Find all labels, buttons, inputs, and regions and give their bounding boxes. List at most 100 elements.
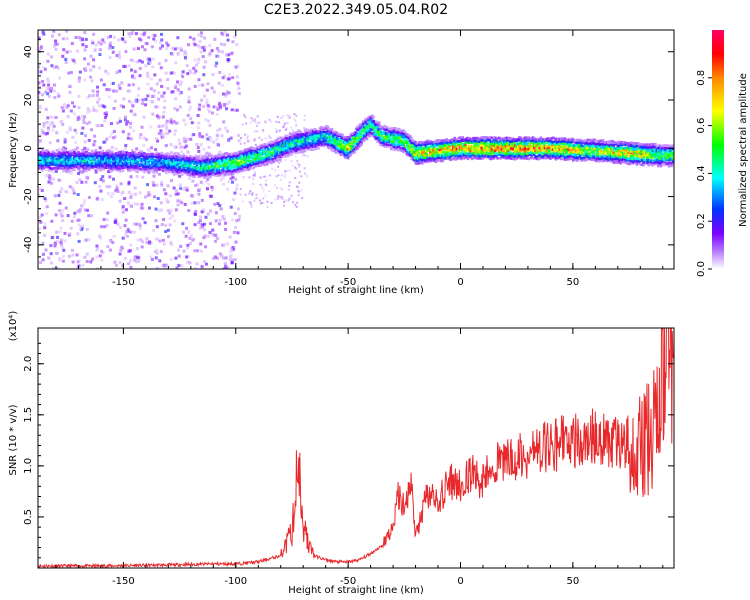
ridge-cell xyxy=(345,156,349,160)
ridge-cell xyxy=(472,136,475,140)
noise-point xyxy=(38,187,42,191)
ridge-cell xyxy=(74,152,78,156)
ridge-cell xyxy=(319,144,323,147)
ridge-cell xyxy=(143,162,146,165)
noise-point xyxy=(82,115,86,119)
noise-point xyxy=(193,249,197,253)
ridge-cell xyxy=(481,157,485,160)
noise-point xyxy=(209,209,213,213)
ridge-cell xyxy=(450,144,454,147)
ridge-cell xyxy=(447,156,451,159)
noise-point xyxy=(221,256,225,260)
ridge-cell xyxy=(167,170,171,174)
ridge-cell xyxy=(218,160,222,163)
ridge-cell xyxy=(516,154,520,157)
ridge-cell xyxy=(353,150,357,154)
ridge-cell xyxy=(209,172,212,176)
ridge-cell xyxy=(562,145,566,149)
ridge-cell xyxy=(193,160,196,164)
ridge-cell xyxy=(460,147,463,150)
ridge-cell xyxy=(567,138,571,142)
ridge-cell xyxy=(199,157,203,161)
ridge-cell xyxy=(319,127,323,131)
noise-point xyxy=(98,146,102,150)
noise-point xyxy=(77,94,81,98)
ridge-cell xyxy=(416,148,420,151)
ridge-cell xyxy=(140,154,144,157)
ridge-cell xyxy=(58,161,61,165)
ridge-cell xyxy=(237,161,241,164)
noise-point xyxy=(198,187,202,191)
ridge-cell xyxy=(67,159,71,162)
ridge-cell xyxy=(570,151,574,154)
ridge-cell xyxy=(353,140,357,144)
noise-point xyxy=(110,82,114,86)
ridge-cell xyxy=(340,150,343,154)
ridge-cell xyxy=(171,155,175,159)
ridge-cell xyxy=(294,151,297,154)
ridge-cell xyxy=(379,141,382,144)
ridge-cell xyxy=(441,152,444,156)
ridge-cell xyxy=(75,161,79,165)
ridge-cell xyxy=(480,149,483,152)
ridge-cell xyxy=(330,128,334,131)
ridge-cell xyxy=(452,144,455,148)
noise-point xyxy=(104,111,108,115)
noise-point xyxy=(208,138,212,142)
noise-point xyxy=(55,230,59,234)
noise-point xyxy=(77,223,81,227)
noise-point xyxy=(83,255,87,259)
noise-point xyxy=(38,215,42,219)
noise-point xyxy=(184,122,188,126)
ridge-cell xyxy=(136,153,140,157)
ridge-cell xyxy=(546,139,549,142)
ridge-cell xyxy=(365,128,369,132)
ridge-cell xyxy=(232,161,235,165)
noise-point xyxy=(264,121,267,124)
ridge-cell xyxy=(503,140,506,143)
noise-point xyxy=(126,136,130,140)
noise-point xyxy=(197,149,201,153)
ridge-cell xyxy=(213,174,216,177)
ridge-cell xyxy=(511,155,514,159)
ridge-cell xyxy=(218,171,222,174)
ridge-cell xyxy=(326,136,330,140)
ridge-cell xyxy=(203,175,207,179)
noise-point xyxy=(82,202,86,206)
ridge-cell xyxy=(570,157,574,160)
ridge-cell xyxy=(309,130,312,134)
ridge-cell xyxy=(292,135,296,138)
noise-point xyxy=(158,41,162,45)
ridge-cell xyxy=(128,165,131,168)
ridge-cell xyxy=(129,154,133,157)
ridge-cell xyxy=(562,141,566,145)
ridge-cell xyxy=(271,159,274,163)
ridge-cell xyxy=(443,147,447,151)
ridge-cell xyxy=(62,151,65,154)
ridge-cell xyxy=(225,163,229,167)
ridge-cell xyxy=(357,143,361,146)
ridge-cell xyxy=(550,148,554,152)
ridge-cell xyxy=(516,145,520,149)
ridge-cell xyxy=(337,147,340,150)
ridge-cell xyxy=(531,153,535,156)
ridge-cell xyxy=(133,155,137,159)
ridge-cell xyxy=(154,164,157,168)
noise-point xyxy=(152,37,156,41)
noise-point xyxy=(231,248,235,252)
ridge-cell xyxy=(380,132,384,136)
noise-point xyxy=(55,239,59,243)
ridge-cell xyxy=(205,169,208,172)
ridge-cell xyxy=(168,158,172,162)
ridge-cell xyxy=(69,152,72,156)
noise-point xyxy=(193,223,197,227)
ridge-cell xyxy=(274,158,277,162)
noise-point xyxy=(234,240,238,244)
ridge-cell xyxy=(399,147,403,150)
ridge-cell xyxy=(135,165,138,169)
ridge-cell xyxy=(400,136,404,139)
noise-point xyxy=(193,266,197,269)
noise-point xyxy=(58,257,62,261)
ridge-cell xyxy=(474,152,478,156)
ridge-cell xyxy=(220,157,223,160)
